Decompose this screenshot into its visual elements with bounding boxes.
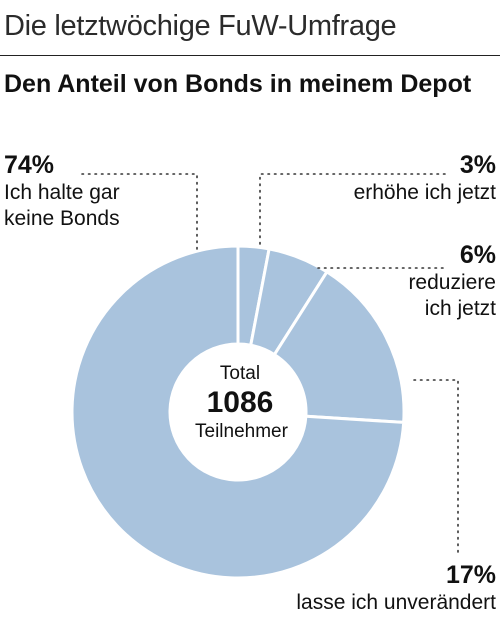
leader-line-no-bonds — [81, 173, 198, 251]
label-unchanged: 17% lasse ich unverändert — [196, 560, 496, 616]
label-increase: 3% erhöhe ich jetzt — [256, 150, 496, 206]
chart-title: Den Anteil von Bonds in meinem Depot — [4, 70, 472, 98]
center-participants-label: Teilnehmer — [195, 421, 288, 442]
slice-no-bonds — [70, 244, 406, 580]
pct-unchanged: 17% — [445, 561, 496, 589]
header-title: Die letztwöchige FuW-Umfrage — [4, 10, 397, 42]
text-no-bonds-1: Ich halte gar — [4, 181, 120, 204]
center-total-label: Total — [219, 363, 261, 384]
center-total-value: 1086 — [206, 386, 274, 419]
text-reduce-2: ich jetzt — [424, 297, 496, 320]
label-no-bonds: 74% Ich halte gar keine Bonds — [4, 150, 120, 232]
text-unchanged: lasse ich unverändert — [296, 591, 496, 614]
pct-no-bonds: 74% — [4, 151, 55, 179]
pct-increase: 3% — [459, 151, 496, 179]
text-reduce-1: reduziere — [408, 271, 496, 294]
pct-reduce: 6% — [459, 241, 496, 269]
leader-line-unchanged — [413, 379, 459, 556]
label-reduce: 6% reduziere ich jetzt — [296, 240, 496, 322]
header-rule — [0, 55, 500, 56]
slice-unchanged — [272, 269, 406, 425]
text-no-bonds-2: keine Bonds — [4, 207, 120, 230]
text-increase: erhöhe ich jetzt — [353, 181, 496, 204]
donut-center-text: Total 1086 Teilnehmer — [195, 362, 288, 444]
